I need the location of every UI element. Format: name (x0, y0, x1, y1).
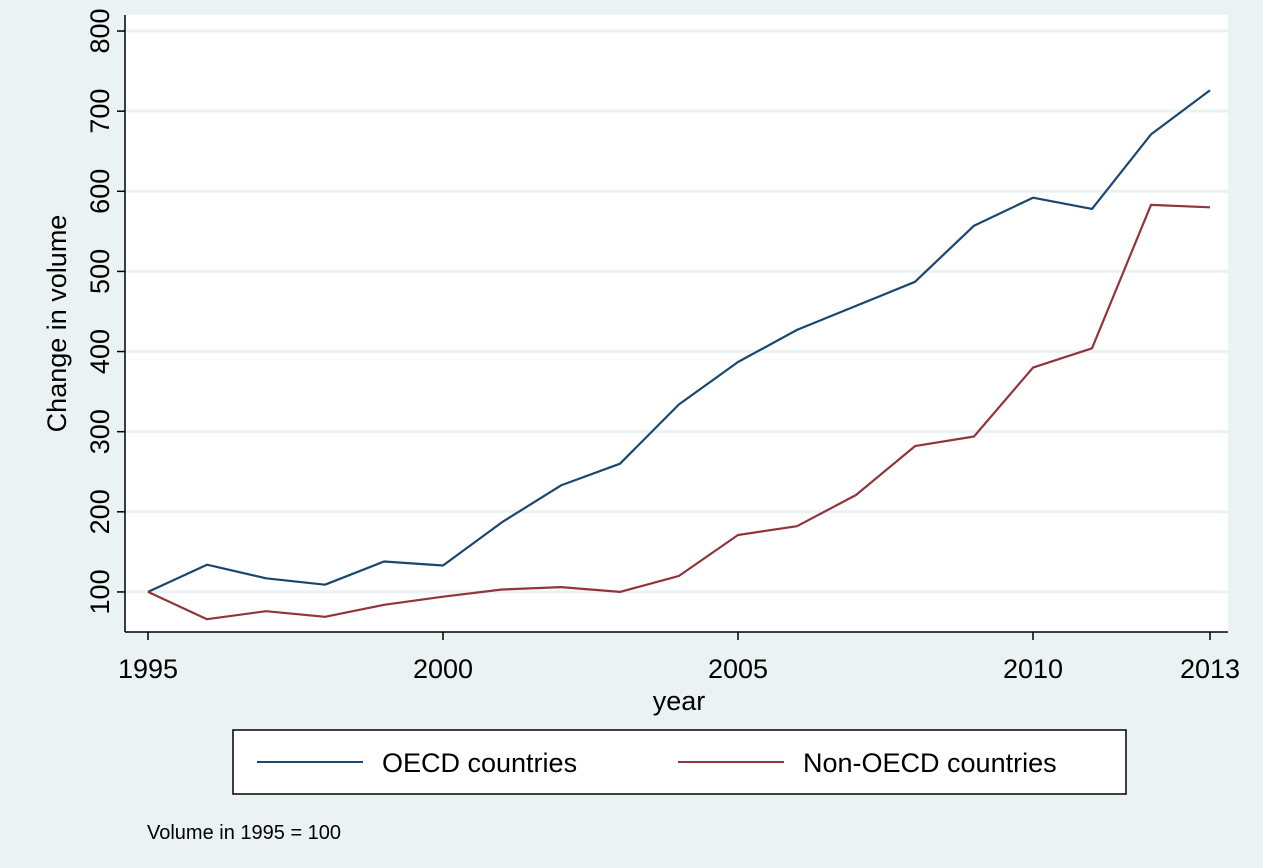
plot-area (125, 15, 1228, 632)
gridlines (125, 29, 1228, 594)
chart-note: Volume in 1995 = 100 (147, 822, 341, 844)
series-line-non-oecd (147, 203, 1211, 621)
series-lines (147, 89, 1211, 621)
legend: OECD countries Non-OECD countries (232, 729, 1127, 795)
x-tick-label-2000: 2000 (413, 654, 473, 684)
x-tick-label-2013: 2013 (1180, 654, 1240, 684)
y-tick-label-500: 500 (85, 249, 115, 294)
y-tick-label-200: 200 (85, 489, 115, 534)
x-tick-label-1995: 1995 (118, 654, 178, 684)
y-tick-label-400: 400 (85, 329, 115, 374)
y-tick-label-700: 700 (85, 89, 115, 134)
y-axis-title: Change in volume (42, 215, 72, 433)
series-line-oecd (147, 89, 1211, 593)
axes: 100 200 300 400 500 600 700 800 1995 2000 2005 2010… (85, 8, 1240, 684)
x-tick-label-2005: 2005 (708, 654, 768, 684)
x-axis-title: year (653, 686, 706, 716)
y-tick-label-300: 300 (85, 409, 115, 454)
x-tick-label-2010: 2010 (1003, 654, 1063, 684)
legend-label-oecd: OECD countries (382, 748, 577, 778)
legend-label-non-oecd: Non-OECD countries (803, 748, 1057, 778)
y-tick-label-100: 100 (85, 569, 115, 614)
y-tick-label-800: 800 (85, 8, 115, 53)
y-tick-label-600: 600 (85, 169, 115, 214)
